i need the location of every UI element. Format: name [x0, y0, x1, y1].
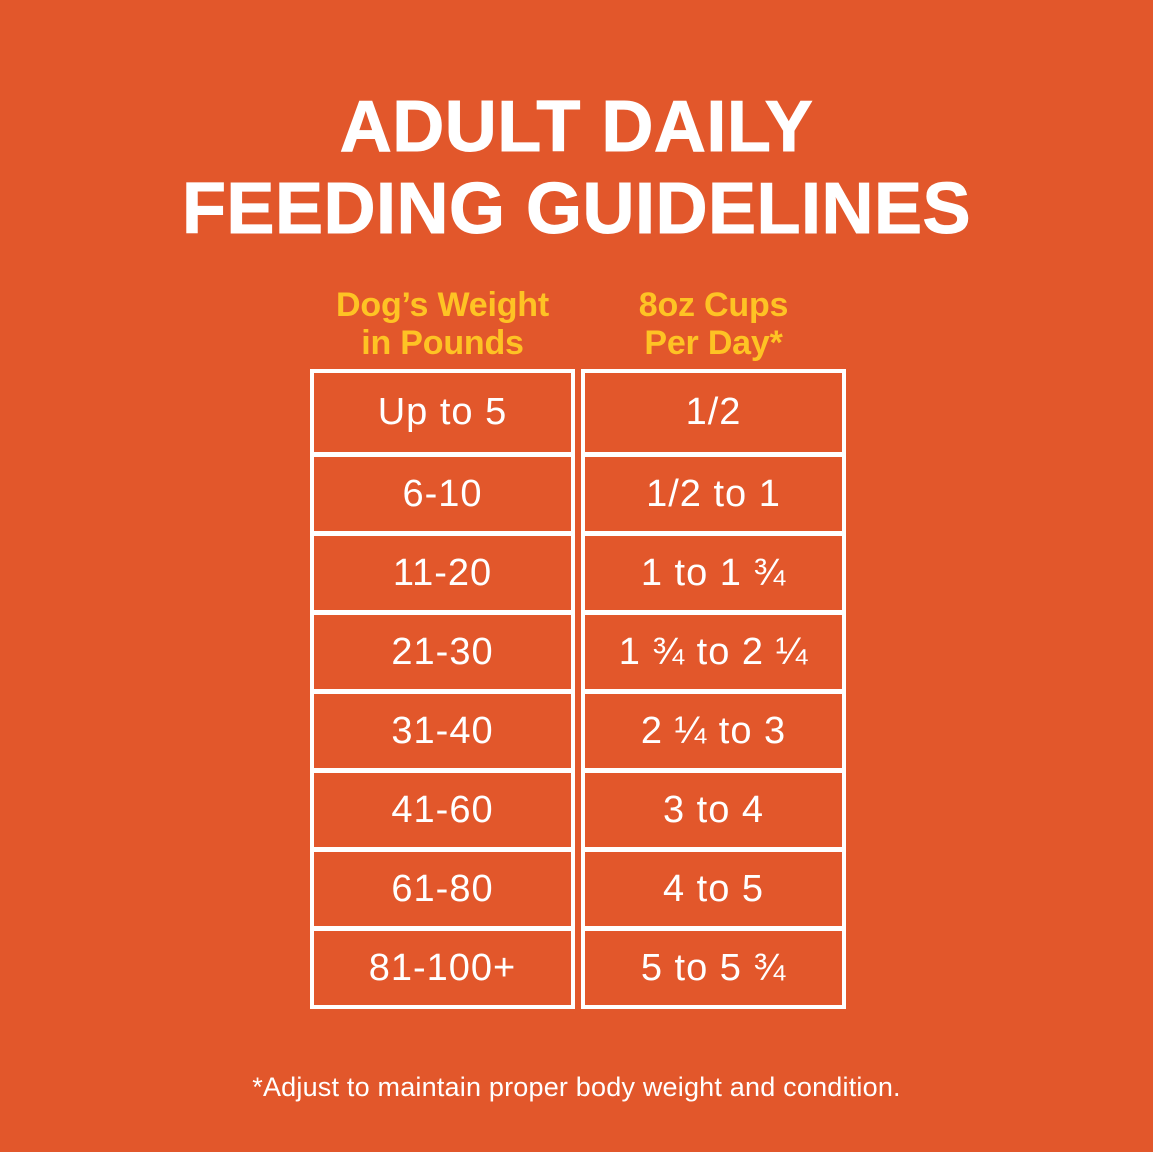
- column-header-dogs-weight: Dog’s Weight in Pounds: [310, 286, 575, 362]
- page-title-line2: FEEDING GUIDELINES: [181, 169, 972, 250]
- table-cell-weight-row3: 11-20: [314, 531, 571, 610]
- table-cell-weight-row4: 21-30: [314, 610, 571, 689]
- table-column-weight: Up to 5 6-10 11-20 21-30 31-40 41-60 61-…: [310, 369, 575, 1009]
- column-header-cups-per-day: 8oz Cups Per Day*: [581, 286, 846, 362]
- column-header-dogs-weight-line2: in Pounds: [361, 324, 524, 362]
- table-cell-weight-row2: 6-10: [314, 452, 571, 531]
- table-cell-weight-row8: 81-100+: [314, 926, 571, 1005]
- table-cell-cups-row7: 4 to 5: [585, 847, 842, 926]
- feeding-table: Up to 5 6-10 11-20 21-30 31-40 41-60 61-…: [310, 369, 846, 1009]
- table-cell-cups-row5: 2 ¼ to 3: [585, 689, 842, 768]
- footnote: *Adjust to maintain proper body weight a…: [252, 1072, 901, 1102]
- page-title: ADULT DAILY FEEDING GUIDELINES: [0, 86, 1153, 250]
- column-header-dogs-weight-line1: Dog’s Weight: [336, 286, 549, 324]
- table-cell-cups-row6: 3 to 4: [585, 768, 842, 847]
- page-title-line1: ADULT DAILY: [339, 87, 814, 168]
- table-cell-weight-row6: 41-60: [314, 768, 571, 847]
- table-column-cups: 1/2 1/2 to 1 1 to 1 ¾ 1 ¾ to 2 ¼ 2 ¼ to …: [581, 369, 846, 1009]
- table-cell-cups-row1: 1/2: [685, 391, 742, 433]
- column-header-cups-per-day-line1: 8oz Cups: [638, 286, 789, 324]
- table-cell-weight-row5: 31-40: [314, 689, 571, 768]
- table-cell-cups-row2: 1/2 to 1: [585, 452, 842, 531]
- table-cell-cups-row3: 1 to 1 ¾: [585, 531, 842, 610]
- column-headers: Dog’s Weight in Pounds 8oz Cups Per Day*: [310, 286, 846, 362]
- column-header-cups-per-day-line2: Per Day*: [644, 324, 783, 362]
- table-cell-cups-row8: 5 to 5 ¾: [585, 926, 842, 1005]
- table-cell-cups-row4: 1 ¾ to 2 ¼: [585, 610, 842, 689]
- table-cell-weight-row1: Up to 5: [377, 391, 508, 433]
- table-cell-weight-row7: 61-80: [314, 847, 571, 926]
